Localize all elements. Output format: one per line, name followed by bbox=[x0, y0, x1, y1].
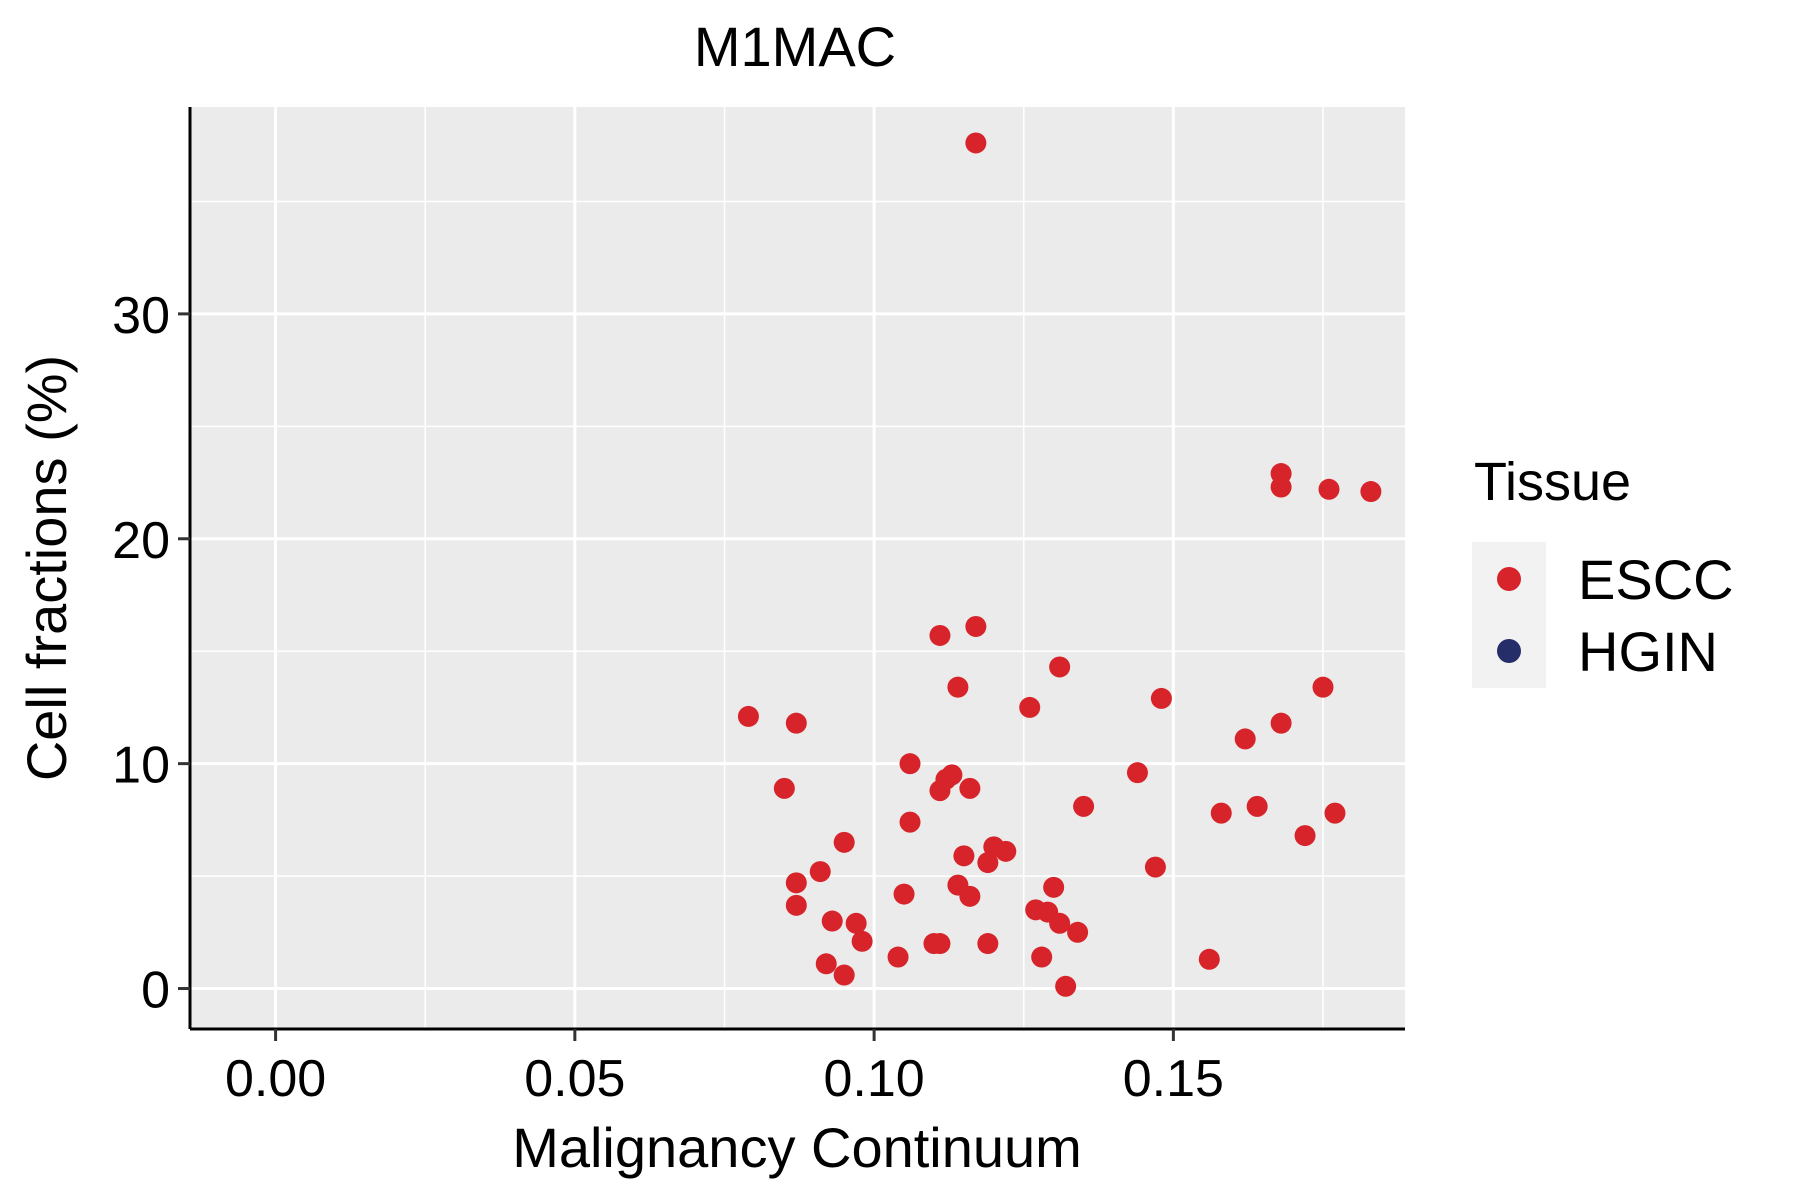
point-escc-35 bbox=[809, 861, 831, 883]
y-tick-label-1: 10 bbox=[112, 737, 170, 795]
point-escc-55 bbox=[815, 953, 837, 975]
point-escc-4 bbox=[1360, 481, 1382, 503]
point-escc-39 bbox=[893, 883, 915, 905]
legend-key-escc bbox=[1497, 567, 1521, 591]
point-escc-17 bbox=[1126, 762, 1148, 784]
point-escc-53 bbox=[1031, 946, 1053, 968]
point-escc-26 bbox=[1324, 802, 1346, 824]
point-escc-5 bbox=[965, 615, 987, 637]
y-axis-title: Cell fractions (%) bbox=[15, 355, 78, 781]
point-escc-46 bbox=[1049, 912, 1071, 934]
y-axis-ticks: 0 10 20 30 bbox=[112, 287, 190, 1020]
point-escc-51 bbox=[977, 933, 999, 955]
point-escc-32 bbox=[953, 845, 975, 867]
point-escc-25 bbox=[1210, 802, 1232, 824]
point-escc-52 bbox=[887, 946, 909, 968]
point-escc-29 bbox=[833, 831, 855, 853]
point-escc-7 bbox=[1049, 656, 1071, 678]
point-escc-44 bbox=[821, 910, 843, 932]
y-tick-label-3: 30 bbox=[112, 287, 170, 345]
point-escc-47 bbox=[1067, 921, 1089, 943]
y-tick-label-2: 20 bbox=[112, 512, 170, 570]
legend-key-background bbox=[1472, 542, 1546, 688]
x-tick-label-0: 0.00 bbox=[225, 1050, 326, 1108]
point-escc-24 bbox=[1246, 795, 1268, 817]
point-escc-19 bbox=[941, 764, 963, 786]
point-escc-2 bbox=[1270, 476, 1292, 498]
point-escc-27 bbox=[899, 811, 921, 833]
point-escc-11 bbox=[1019, 696, 1041, 718]
legend-title: Tissue bbox=[1474, 452, 1631, 512]
point-escc-31 bbox=[995, 840, 1017, 862]
point-escc-36 bbox=[785, 872, 807, 894]
grid-major bbox=[190, 107, 1405, 1029]
point-escc-9 bbox=[1312, 676, 1334, 698]
point-escc-22 bbox=[959, 777, 981, 799]
point-escc-13 bbox=[785, 712, 807, 734]
x-tick-label-1: 0.05 bbox=[524, 1050, 625, 1108]
point-escc-6 bbox=[929, 624, 951, 646]
x-tick-label-3: 0.15 bbox=[1123, 1050, 1224, 1108]
point-escc-15 bbox=[1234, 728, 1256, 750]
point-escc-23 bbox=[1073, 795, 1095, 817]
point-escc-8 bbox=[947, 676, 969, 698]
point-escc-10 bbox=[1150, 687, 1172, 709]
point-escc-45 bbox=[845, 912, 867, 934]
point-escc-20 bbox=[773, 777, 795, 799]
point-escc-33 bbox=[977, 852, 999, 874]
chart-title: M1MAC bbox=[694, 15, 896, 78]
point-escc-14 bbox=[1270, 712, 1292, 734]
point-escc-41 bbox=[785, 894, 807, 916]
point-escc-38 bbox=[1043, 876, 1065, 898]
point-escc-57 bbox=[1055, 975, 1077, 997]
grid-minor bbox=[190, 107, 1405, 1029]
point-escc-54 bbox=[1198, 948, 1220, 970]
point-escc-16 bbox=[899, 753, 921, 775]
y-tick-label-0: 0 bbox=[141, 962, 170, 1020]
legend-label-hgin: HGIN bbox=[1578, 620, 1718, 683]
x-axis-ticks: 0.00 0.05 0.10 0.15 bbox=[225, 1029, 1224, 1108]
point-escc-50 bbox=[929, 933, 951, 955]
point-escc-56 bbox=[833, 964, 855, 986]
point-escc-3 bbox=[1318, 478, 1340, 500]
legend: Tissue ESCC HGIN bbox=[1472, 452, 1734, 688]
x-tick-label-2: 0.10 bbox=[824, 1050, 925, 1108]
point-escc-48 bbox=[851, 930, 873, 952]
point-escc-34 bbox=[1144, 856, 1166, 878]
point-escc-40 bbox=[959, 885, 981, 907]
point-escc-0 bbox=[965, 132, 987, 154]
x-axis-title: Malignancy Continuum bbox=[512, 1116, 1082, 1179]
point-escc-21 bbox=[929, 780, 951, 802]
legend-key-hgin bbox=[1497, 639, 1521, 663]
point-escc-12 bbox=[737, 705, 759, 727]
point-escc-28 bbox=[1294, 825, 1316, 847]
legend-label-escc: ESCC bbox=[1578, 548, 1734, 611]
data-points bbox=[737, 132, 1382, 997]
